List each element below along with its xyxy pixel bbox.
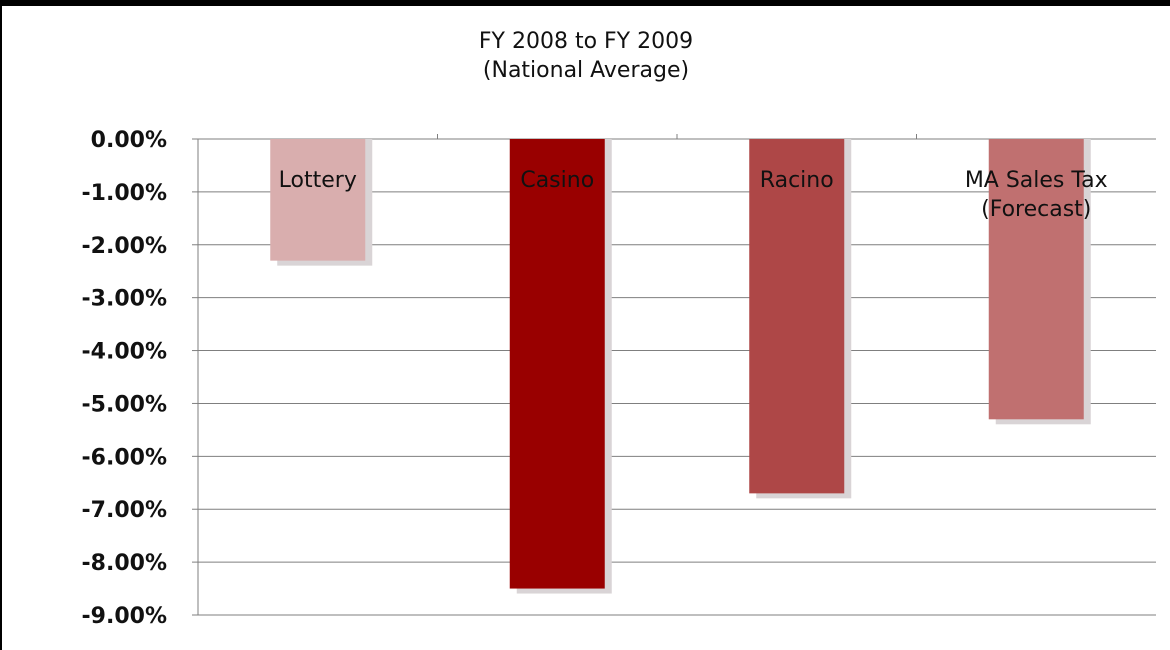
chart-title-line: FY 2008 to FY 2009 [479,29,693,54]
y-tick-label: -5.00% [82,392,167,417]
y-tick-label: 0.00% [91,128,167,153]
y-tick-label: -9.00% [82,604,167,629]
y-tick-label: -4.00% [82,340,167,365]
bar-ma-sales-tax [988,139,1084,420]
y-tick-label: -1.00% [82,181,167,206]
category-label: MA Sales Tax [965,168,1108,193]
category-label: Lottery [279,168,357,193]
category-label: (Forecast) [981,197,1091,222]
y-tick-label: -7.00% [82,498,167,523]
y-tick-label: -6.00% [82,445,167,470]
bar-chart: FY 2008 to FY 2009 (National Average) 0.00… [82,29,1156,629]
y-tick-label: -3.00% [82,287,167,312]
bar-casino [509,139,605,589]
bar-racino [749,139,845,494]
chart-title-line: (National Average) [483,58,689,83]
category-label: Racino [760,168,834,193]
category-label: Casino [520,168,594,193]
y-tick-label: -2.00% [82,234,167,259]
y-tick-label: -8.00% [82,551,167,576]
bar-lottery [270,139,366,261]
